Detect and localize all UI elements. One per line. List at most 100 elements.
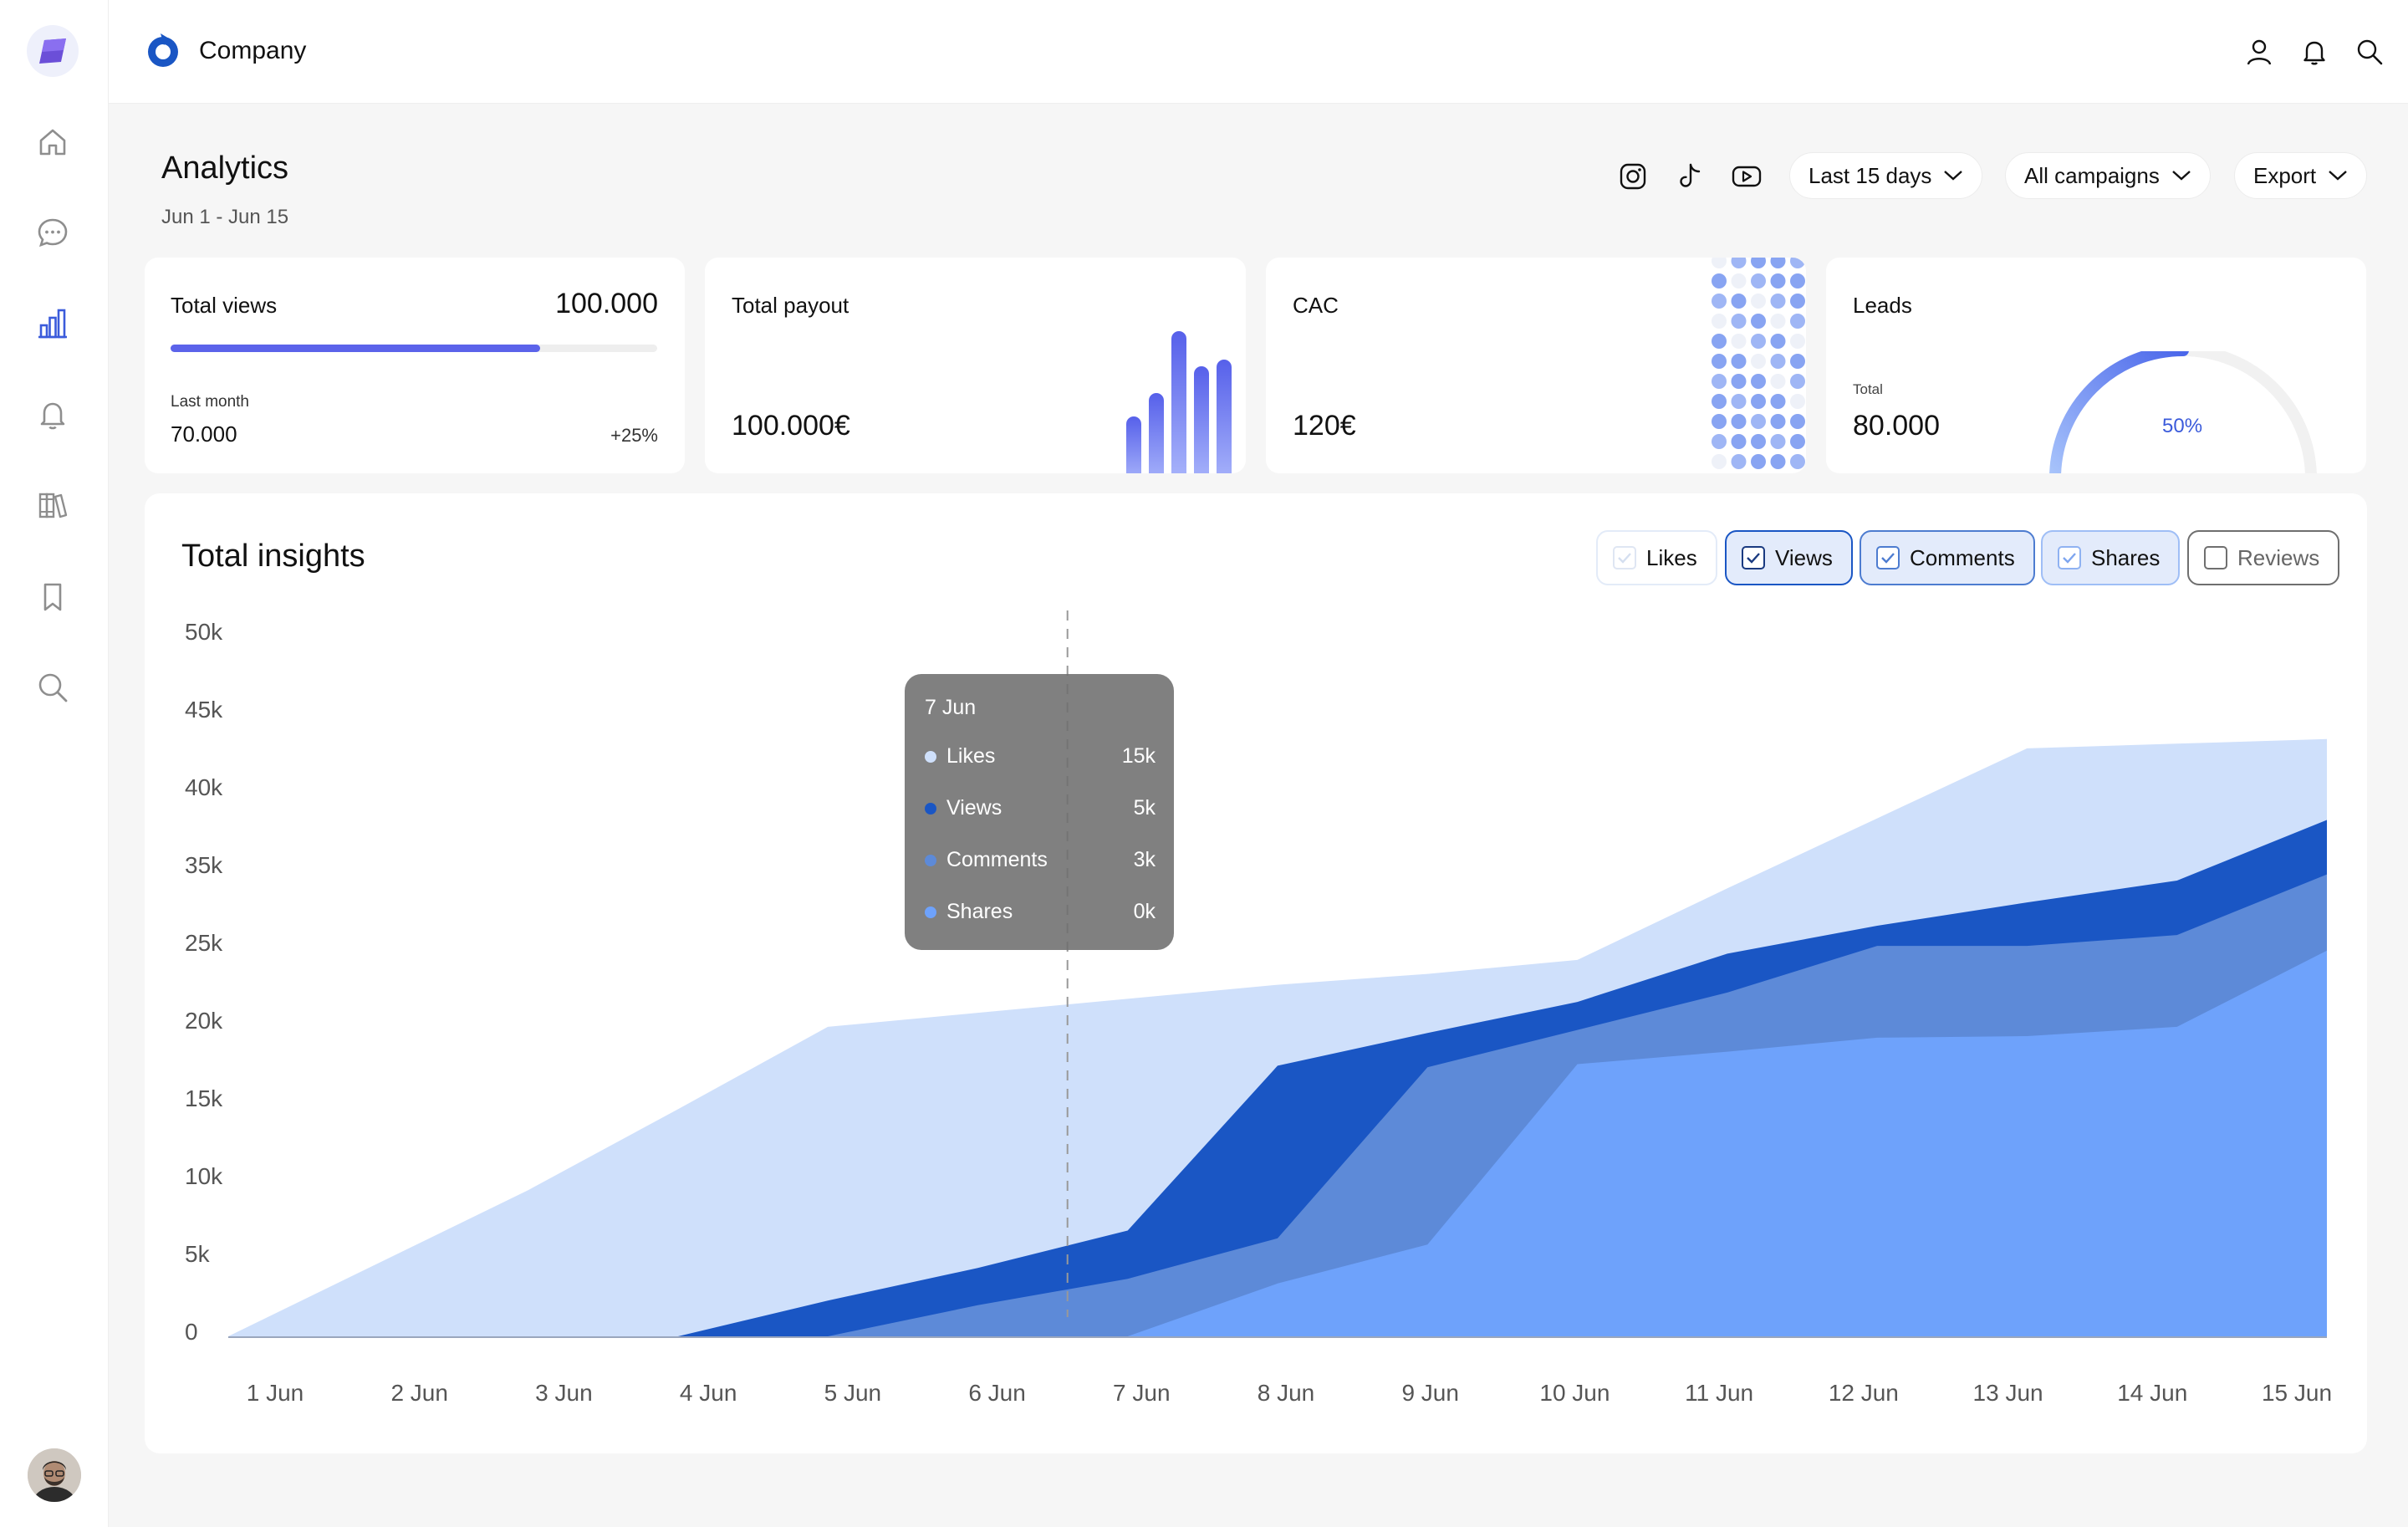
sidebar-item-analytics[interactable] (29, 299, 76, 346)
leads-gauge (2049, 351, 2317, 473)
company-logo-icon (148, 33, 178, 67)
period-select[interactable]: Last 15 days (1789, 152, 1983, 199)
campaign-select[interactable]: All campaigns (2005, 152, 2211, 199)
sparkline-bar (1217, 360, 1232, 473)
sidebar-item-bookmarks[interactable] (29, 574, 76, 621)
chat-icon (38, 218, 68, 248)
tooltip-label: Comments (946, 848, 1048, 871)
cac-dot (1712, 454, 1727, 469)
cac-dot (1731, 354, 1747, 369)
y-tick-label: 20k (185, 1008, 223, 1034)
cac-dot (1751, 434, 1766, 449)
instagram-filter[interactable] (1615, 159, 1650, 194)
kpi-label: Total views (171, 293, 278, 318)
top-bar: Company (109, 0, 2408, 104)
chevron-down-icon (1944, 171, 1963, 181)
sidebar-item-messages[interactable] (29, 209, 76, 256)
tiktok-filter[interactable] (1672, 159, 1707, 194)
x-tick-label: 15 Jun (2262, 1380, 2332, 1406)
cac-dot (1751, 454, 1766, 469)
check-icon (1881, 553, 1895, 564)
tooltip-value: 5k (1133, 796, 1156, 820)
export-button[interactable]: Export (2234, 152, 2368, 199)
cac-dot (1751, 294, 1766, 309)
x-tick-label: 7 Jun (1113, 1380, 1171, 1406)
avatar[interactable] (28, 1448, 81, 1502)
tooltip-label: Shares (946, 900, 1013, 923)
filter-label: Shares (2091, 544, 2161, 570)
filter-reviews[interactable]: Reviews (2187, 530, 2340, 585)
tiktok-icon (1680, 163, 1701, 187)
legend-dot (925, 906, 936, 918)
insights-chart: 50k 45k 40k 35k 25k 20k 15k 10k 5k 0 1 Jun 2 Jun 3 J… (185, 610, 2332, 1406)
gauge-track (2049, 351, 2317, 473)
sidebar-item-home[interactable] (29, 119, 76, 166)
export-label: Export (2253, 162, 2317, 188)
x-tick-label: 14 Jun (2117, 1380, 2187, 1406)
sidebar-item-library[interactable] (29, 482, 76, 529)
filter-comments[interactable]: Comments (1860, 530, 2035, 585)
cac-dot (1751, 374, 1766, 389)
cac-dot (1770, 258, 1786, 268)
cac-dot-pattern (1712, 258, 1805, 469)
cac-dot (1770, 314, 1786, 329)
cac-dot (1731, 374, 1747, 389)
sidebar-item-search[interactable] (29, 664, 76, 711)
user-icon (2247, 39, 2272, 65)
y-tick-label: 25k (185, 930, 223, 956)
cac-dot (1712, 258, 1727, 268)
chevron-down-icon (2172, 171, 2191, 181)
checkbox[interactable] (1742, 546, 1765, 569)
checkbox[interactable] (1613, 546, 1636, 569)
checkbox[interactable] (2058, 546, 2081, 569)
kpi-change: +25% (610, 425, 658, 446)
cac-dot (1731, 334, 1747, 349)
cac-dot (1790, 294, 1805, 309)
search-button[interactable] (2353, 35, 2386, 69)
library-icon (38, 493, 68, 518)
notifications-button[interactable] (2298, 35, 2331, 69)
checkbox[interactable] (2204, 546, 2227, 569)
cac-dot (1790, 354, 1805, 369)
filter-label: Views (1775, 544, 1833, 570)
cac-dot (1712, 374, 1727, 389)
home-icon (39, 129, 66, 156)
insights-title: Total insights (181, 539, 365, 574)
sidebar-item-notifications[interactable] (29, 391, 76, 438)
cac-dot (1712, 434, 1727, 449)
filter-likes[interactable]: Likes (1596, 530, 1717, 585)
kpi-label: Leads (1853, 293, 1912, 318)
kpi-sub-value: 70.000 (171, 421, 237, 447)
chevron-down-icon (2329, 171, 2347, 181)
cac-dot (1751, 394, 1766, 409)
y-tick-label: 45k (185, 697, 223, 723)
user-avatar-image (28, 1448, 81, 1502)
kpi-card-cac: CAC 120€ (1266, 258, 1806, 473)
cac-dot (1712, 314, 1727, 329)
checkbox[interactable] (1876, 546, 1900, 569)
kpi-value: 120€ (1293, 410, 1356, 442)
x-tick-label: 6 Jun (968, 1380, 1026, 1406)
cac-dot (1731, 294, 1747, 309)
tooltip-value: 0k (1133, 900, 1156, 923)
sidebar (0, 0, 109, 1527)
youtube-filter[interactable] (1729, 159, 1764, 194)
filter-shares[interactable]: Shares (2041, 530, 2181, 585)
social-filters (1615, 159, 1764, 194)
filter-label: Reviews (2237, 544, 2320, 570)
filter-views[interactable]: Views (1725, 530, 1853, 585)
brand[interactable]: Company (144, 32, 306, 70)
tooltip-value: 15k (1121, 744, 1156, 768)
analytics-icon (38, 309, 67, 339)
sparkline-bar (1171, 331, 1186, 473)
app-logo[interactable] (27, 25, 79, 77)
cac-dot (1731, 314, 1747, 329)
tooltip-row: Views 5k (925, 796, 1156, 820)
cac-dot (1751, 334, 1766, 349)
cac-dot (1731, 273, 1747, 289)
profile-button[interactable] (2242, 35, 2276, 69)
cac-dot (1790, 258, 1805, 268)
check-icon (2063, 553, 2076, 564)
legend-dot (925, 854, 936, 866)
cac-dot (1751, 414, 1766, 429)
